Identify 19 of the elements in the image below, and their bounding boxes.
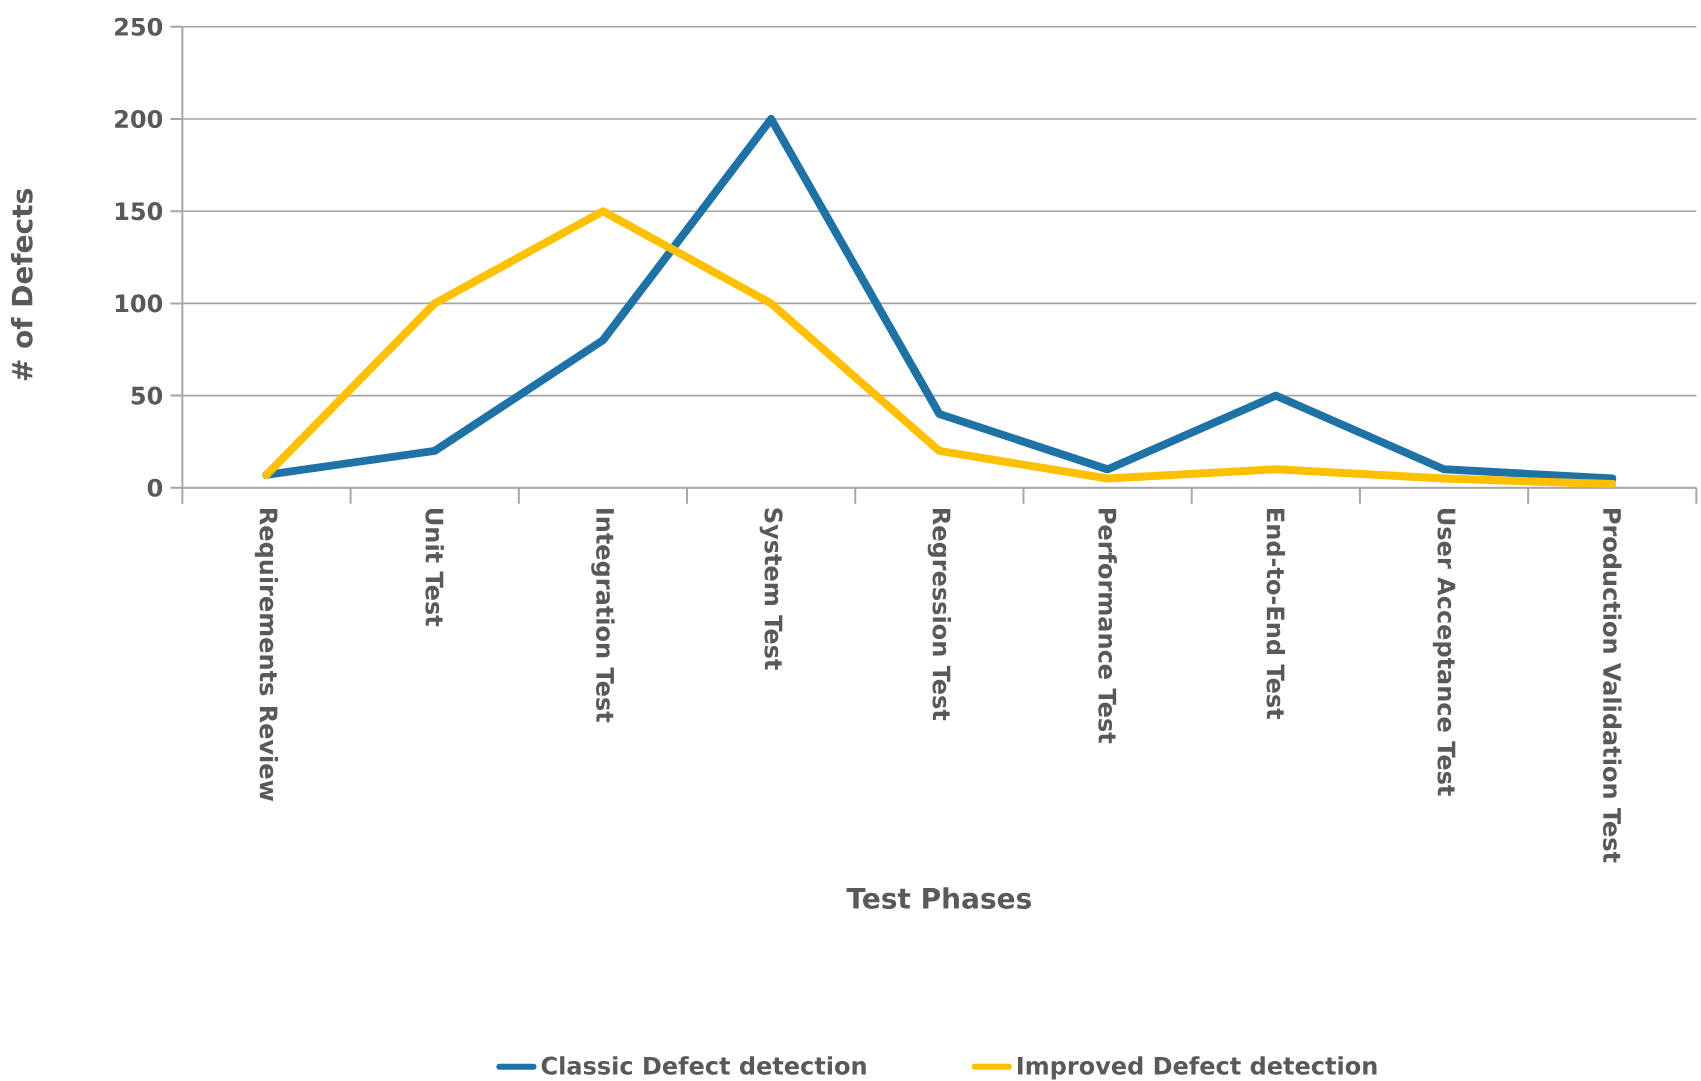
legend-label: Improved Defect detection (1017, 1056, 1377, 1080)
y-axis-title: # of Defects (11, 189, 33, 381)
x-tick-label: End-to-End Test (1266, 509, 1286, 720)
legend-label: Classic Defect detection (541, 1056, 866, 1075)
y-tick-label: 0 (147, 478, 163, 497)
x-tick-label: Requirements Review (254, 509, 279, 801)
y-tick-label: 100 (115, 294, 163, 313)
y-tick-label: 200 (115, 109, 163, 129)
x-tick-label: Production Validation Test (1602, 509, 1622, 863)
y-tick-label: 250 (115, 17, 163, 36)
y-tick-label: 150 (115, 202, 163, 221)
x-tick-label: Regression Test (927, 509, 952, 721)
y-tick-label: 50 (131, 386, 163, 405)
x-tick-label: Performance Test (1098, 509, 1117, 744)
x-axis-title: Test Phases (846, 887, 1031, 909)
x-tick-label: System Test (759, 508, 783, 670)
x-tick-label: Unit Test (425, 509, 444, 627)
x-tick-label: Integration Test (591, 509, 615, 723)
x-tick-label: User Acceptance Test (1432, 509, 1456, 796)
